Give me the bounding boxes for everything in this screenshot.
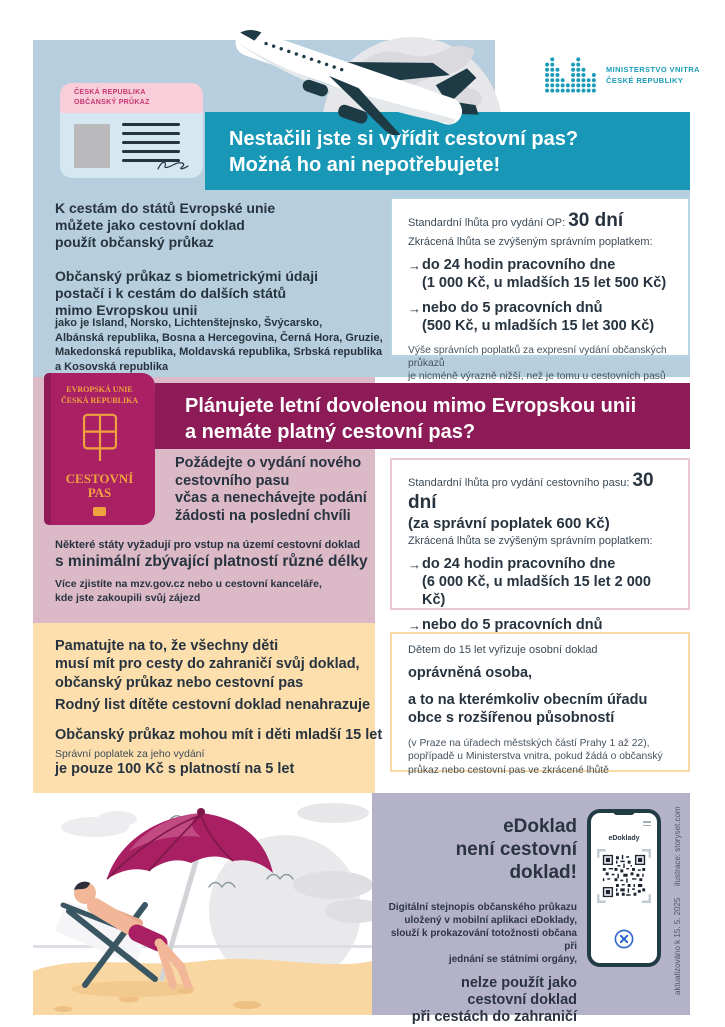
children-box-intro: Dětem do 15 let vyřizuje osobní doklad	[408, 644, 598, 656]
id-card-lines	[60, 83, 203, 178]
edoklad-title: eDoklad není cestovní doklad!	[455, 816, 577, 884]
op-standard-value: 30 dní	[568, 210, 624, 231]
pas-expedited-label: Zkrácená lhůta se zvýšeným správním popl…	[408, 535, 653, 547]
id-card-countries-note: jako je Island, Norsko, Lichtenštejnsko,…	[55, 317, 383, 373]
headline-id-card: Nestačili jste si vyřídit cestovní pas? …	[229, 128, 579, 177]
arrow-icon: →	[408, 556, 421, 572]
op-option-24h: → do 24 hodin pracovního dne (1 000 Kč, …	[408, 256, 667, 291]
section-children-panel	[33, 623, 375, 793]
children-box-note: (v Praze na úřadech městských částí Prah…	[408, 737, 663, 776]
ministry-name-line2: ČESKÉ REPUBLIKY	[606, 76, 684, 85]
id-card-point-biometric: Občanský průkaz s biometrickými údaji po…	[55, 268, 318, 319]
pas-option-24h: → do 24 hodin pracovního dne (6 000 Kč, …	[408, 555, 651, 608]
id-card-header: ČESKÁ REPUBLIKA OBČANSKÝ PRŮKAZ	[60, 83, 203, 113]
arrow-icon: →	[408, 300, 421, 316]
children-box-office: a to na kterémkoliv obecním úřadu obce s…	[408, 691, 648, 726]
children-box-person: oprávněná osoba,	[408, 665, 533, 681]
children-fee-label: Správní poplatek za jeho vydání	[55, 748, 205, 760]
headline-banner-passport: Plánujete letní dovolenou mimo Evropskou…	[155, 383, 690, 449]
headline-passport: Plánujete letní dovolenou mimo Evropskou…	[185, 395, 637, 444]
edoklady-app-label: eDoklady	[608, 835, 640, 842]
passport-validity-more: Více zjistíte na mzv.gov.cz nebo u cesto…	[55, 578, 322, 604]
id-card-point-eu: K cestám do států Evropské unie můžete j…	[55, 200, 276, 251]
ministry-logo: MINISTERSTVO VNITRA ČESKÉ REPUBLIKY	[545, 52, 715, 98]
airplane-illustration	[235, 28, 479, 135]
passport-cover-title: CESTOVNÍ PAS	[65, 470, 134, 500]
phone-notch	[613, 809, 635, 815]
phone-screen: eDoklady	[591, 813, 657, 963]
pas-fee: (za správní poplatek 600 Kč)	[408, 515, 610, 532]
edoklad-text-block: eDoklad není cestovní doklad! Digitální …	[382, 815, 577, 1027]
beach-illustration	[33, 803, 372, 1015]
op-standard-label: Standardní lhůta pro vydání OP:	[408, 217, 569, 229]
arrow-icon: →	[408, 257, 421, 273]
illustration-credit: ilustrace: storyset.com	[673, 806, 682, 886]
edoklad-emphasis: nelze použít jako cestovní doklad při ce…	[411, 974, 577, 1026]
menu-icon	[643, 821, 651, 828]
children-point-docs: Pamatujte na to, že všechny děti musí mí…	[55, 638, 360, 691]
op-footnote: Výše správních poplatků za expresní vydá…	[408, 344, 667, 383]
children-point-under15: Občanský průkaz mohou mít i děti mladší …	[55, 727, 383, 743]
headline-banner-id-card: Nestačili jste si vyřídit cestovní pas? …	[205, 112, 690, 190]
top-white-area	[495, 0, 725, 112]
id-card-deadlines-box: Standardní lhůta pro vydání OP: 30 dní Z…	[390, 197, 690, 382]
op-option-5days: → nebo do 5 pracovních dnů (500 Kč, u ml…	[408, 299, 655, 334]
qr-code	[597, 849, 651, 903]
arrow-icon: →	[408, 617, 421, 633]
ministry-logo-dots-icon	[545, 56, 596, 93]
children-point-birth-cert: Rodný list dítěte cestovní doklad nenahr…	[55, 697, 371, 713]
phone-illustration: eDoklady	[587, 809, 661, 967]
close-icon	[614, 929, 634, 949]
passport-illustration: EVROPSKÁ UNIE ČESKÁ REPUBLIKA CESTOVNÍ P…	[44, 373, 155, 525]
id-card-photo	[74, 124, 110, 168]
passport-advice: Požádejte o vydání nového cestovního pas…	[175, 455, 367, 525]
updated-date-note: aktualizováno k 15. 5. 2025	[673, 897, 682, 995]
id-card-doc-type: OBČANSKÝ PRŮKAZ	[74, 99, 150, 107]
passport-cover-top: EVROPSKÁ UNIE ČESKÁ REPUBLIKA	[60, 385, 139, 405]
ministry-logo-text: MINISTERSTVO VNITRA ČESKÉ REPUBLIKY	[606, 64, 700, 87]
pas-standard-label: Standardní lhůta pro vydání cestovního p…	[408, 477, 633, 489]
passport-chip-icon	[93, 507, 106, 517]
passport-deadlines-box: Standardní lhůta pro vydání cestovního p…	[390, 458, 690, 669]
passport-emblem-icon	[82, 413, 117, 461]
passport-validity-big: s minimální zbývající platností různé dé…	[55, 553, 368, 570]
signature-icon	[157, 161, 189, 170]
id-card-country: ČESKÁ REPUBLIKA	[74, 89, 146, 96]
op-expedited-label: Zkrácená lhůta se zvýšeným správním popl…	[408, 236, 653, 248]
children-office-box: Dětem do 15 let vyřizuje osobní doklad o…	[390, 632, 690, 776]
pas-standard-value: 30 dní	[408, 470, 654, 513]
edoklad-body: Digitální stejnopis občanského průkazu u…	[388, 901, 577, 965]
children-fee-value: je pouze 100 Kč s platností na 5 let	[55, 761, 295, 777]
ministry-name-line1: MINISTERSTVO VNITRA	[606, 64, 700, 74]
passport-validity-small: Některé státy vyžadují pro vstup na územ…	[55, 539, 361, 551]
